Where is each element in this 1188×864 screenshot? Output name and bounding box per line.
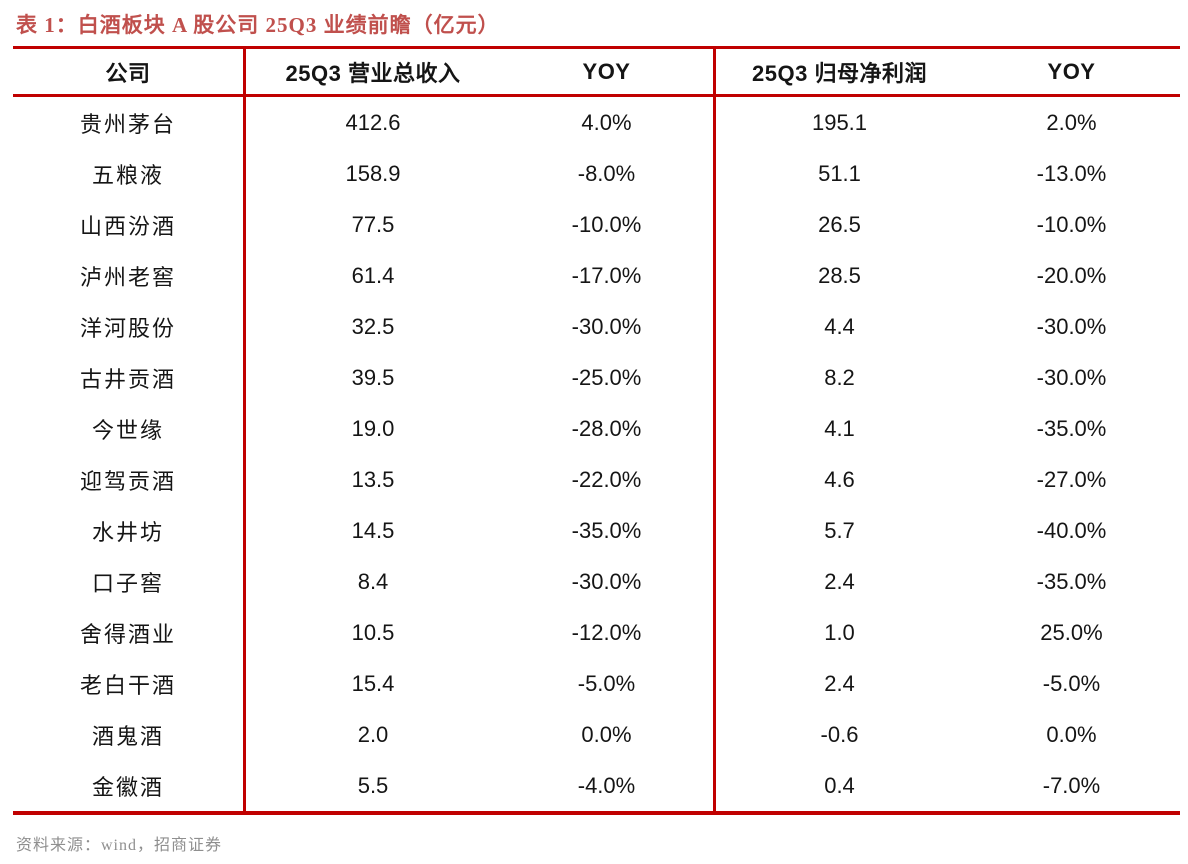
table-row: 酒鬼酒 2.0 0.0% -0.6 0.0% bbox=[13, 709, 1180, 760]
revenue-yoy-cell: 4.0% bbox=[581, 109, 632, 135]
header-profit: 25Q3 归母净利润 bbox=[713, 49, 963, 94]
revenue-yoy-cell: -17.0% bbox=[571, 262, 642, 288]
company-cell: 今世缘 bbox=[91, 417, 164, 443]
revenue-yoy-cell: -30.0% bbox=[571, 568, 642, 594]
table-row: 今世缘 19.0 -28.0% 4.1 -35.0% bbox=[13, 403, 1180, 454]
profit-cell: 195.1 bbox=[713, 97, 963, 148]
profit-cell: 4.1 bbox=[713, 403, 963, 454]
revenue-yoy-cell: -12.0% bbox=[571, 619, 642, 645]
profit-cell: 28.5 bbox=[713, 250, 963, 301]
revenue-cell: 158.9 bbox=[243, 148, 500, 199]
profit-cell: 4.6 bbox=[713, 454, 963, 505]
profit-yoy-cell: -13.0% bbox=[1036, 160, 1107, 186]
revenue-yoy-cell: 0.0% bbox=[581, 721, 632, 747]
company-cell: 洋河股份 bbox=[79, 315, 176, 341]
company-cell: 泸州老窖 bbox=[79, 264, 176, 290]
revenue-yoy-cell: -28.0% bbox=[571, 415, 642, 441]
table-header-row: 公司 25Q3 营业总收入 YOY 25Q3 归母净利润 YOY bbox=[13, 49, 1180, 97]
revenue-yoy-cell: -25.0% bbox=[571, 364, 642, 390]
company-cell: 老白干酒 bbox=[79, 672, 176, 698]
company-cell: 金徽酒 bbox=[91, 774, 164, 800]
company-cell: 山西汾酒 bbox=[79, 213, 176, 239]
revenue-cell: 10.5 bbox=[243, 607, 500, 658]
revenue-cell: 8.4 bbox=[243, 556, 500, 607]
profit-cell: 1.0 bbox=[713, 607, 963, 658]
table-row: 舍得酒业 10.5 -12.0% 1.0 25.0% bbox=[13, 607, 1180, 658]
profit-cell: -0.6 bbox=[713, 709, 963, 760]
table-row: 老白干酒 15.4 -5.0% 2.4 -5.0% bbox=[13, 658, 1180, 709]
profit-cell: 8.2 bbox=[713, 352, 963, 403]
profit-yoy-cell: -27.0% bbox=[1036, 466, 1107, 492]
table-row: 水井坊 14.5 -35.0% 5.7 -40.0% bbox=[13, 505, 1180, 556]
page-title: 表 1：白酒板块 A 股公司 25Q3 业绩前瞻（亿元） bbox=[16, 13, 500, 37]
profit-cell: 4.4 bbox=[713, 301, 963, 352]
revenue-cell: 5.5 bbox=[243, 760, 500, 811]
header-profit-yoy: YOY bbox=[1047, 58, 1096, 84]
profit-yoy-cell: -5.0% bbox=[1042, 670, 1101, 696]
table-row: 金徽酒 5.5 -4.0% 0.4 -7.0% bbox=[13, 760, 1180, 811]
table-row: 古井贡酒 39.5 -25.0% 8.2 -30.0% bbox=[13, 352, 1180, 403]
header-revenue-yoy: YOY bbox=[582, 58, 631, 84]
profit-yoy-cell: -35.0% bbox=[1036, 415, 1107, 441]
profit-yoy-cell: -20.0% bbox=[1036, 262, 1107, 288]
table-body: 贵州茅台 412.6 4.0% 195.1 2.0% 五粮液 158.9 -8.0% 51.1 -… bbox=[13, 97, 1180, 811]
earnings-preview-table: 公司 25Q3 营业总收入 YOY 25Q3 归母净利润 YOY 贵州茅台 412… bbox=[13, 46, 1180, 815]
company-cell: 古井贡酒 bbox=[79, 366, 176, 392]
profit-yoy-cell: 25.0% bbox=[1040, 619, 1103, 645]
revenue-yoy-cell: -22.0% bbox=[571, 466, 642, 492]
company-cell: 迎驾贡酒 bbox=[79, 468, 176, 494]
revenue-cell: 14.5 bbox=[243, 505, 500, 556]
profit-yoy-cell: -7.0% bbox=[1042, 772, 1101, 798]
revenue-yoy-cell: -35.0% bbox=[571, 517, 642, 543]
table-row: 迎驾贡酒 13.5 -22.0% 4.6 -27.0% bbox=[13, 454, 1180, 505]
profit-yoy-cell: 0.0% bbox=[1046, 721, 1097, 747]
profit-yoy-cell: -10.0% bbox=[1036, 211, 1107, 237]
profit-yoy-cell: -30.0% bbox=[1036, 364, 1107, 390]
profit-cell: 0.4 bbox=[713, 760, 963, 811]
company-cell: 口子窖 bbox=[91, 570, 164, 596]
profit-cell: 51.1 bbox=[713, 148, 963, 199]
profit-cell: 26.5 bbox=[713, 199, 963, 250]
revenue-yoy-cell: -8.0% bbox=[577, 160, 636, 186]
revenue-yoy-cell: -10.0% bbox=[571, 211, 642, 237]
revenue-cell: 15.4 bbox=[243, 658, 500, 709]
profit-yoy-cell: -30.0% bbox=[1036, 313, 1107, 339]
revenue-yoy-cell: -30.0% bbox=[571, 313, 642, 339]
profit-cell: 2.4 bbox=[713, 556, 963, 607]
company-cell: 舍得酒业 bbox=[79, 621, 176, 647]
table-row: 贵州茅台 412.6 4.0% 195.1 2.0% bbox=[13, 97, 1180, 148]
profit-yoy-cell: 2.0% bbox=[1046, 109, 1097, 135]
company-cell: 酒鬼酒 bbox=[91, 723, 164, 749]
table-row: 五粮液 158.9 -8.0% 51.1 -13.0% bbox=[13, 148, 1180, 199]
revenue-cell: 2.0 bbox=[243, 709, 500, 760]
revenue-cell: 13.5 bbox=[243, 454, 500, 505]
revenue-cell: 39.5 bbox=[243, 352, 500, 403]
table-row: 山西汾酒 77.5 -10.0% 26.5 -10.0% bbox=[13, 199, 1180, 250]
profit-yoy-cell: -40.0% bbox=[1036, 517, 1107, 543]
table-row: 口子窖 8.4 -30.0% 2.4 -35.0% bbox=[13, 556, 1180, 607]
revenue-yoy-cell: -5.0% bbox=[577, 670, 636, 696]
revenue-cell: 412.6 bbox=[243, 97, 500, 148]
revenue-cell: 19.0 bbox=[243, 403, 500, 454]
company-cell: 贵州茅台 bbox=[79, 111, 176, 137]
revenue-cell: 77.5 bbox=[243, 199, 500, 250]
revenue-yoy-cell: -4.0% bbox=[577, 772, 636, 798]
profit-cell: 2.4 bbox=[713, 658, 963, 709]
profit-yoy-cell: -35.0% bbox=[1036, 568, 1107, 594]
revenue-cell: 32.5 bbox=[243, 301, 500, 352]
table-row: 泸州老窖 61.4 -17.0% 28.5 -20.0% bbox=[13, 250, 1180, 301]
company-cell: 水井坊 bbox=[91, 519, 164, 545]
revenue-cell: 61.4 bbox=[243, 250, 500, 301]
header-revenue: 25Q3 营业总收入 bbox=[243, 49, 500, 94]
header-company: 公司 bbox=[105, 60, 151, 86]
company-cell: 五粮液 bbox=[91, 162, 164, 188]
profit-cell: 5.7 bbox=[713, 505, 963, 556]
source-note: 资料来源：wind，招商证券 bbox=[16, 837, 223, 854]
table-row: 洋河股份 32.5 -30.0% 4.4 -30.0% bbox=[13, 301, 1180, 352]
